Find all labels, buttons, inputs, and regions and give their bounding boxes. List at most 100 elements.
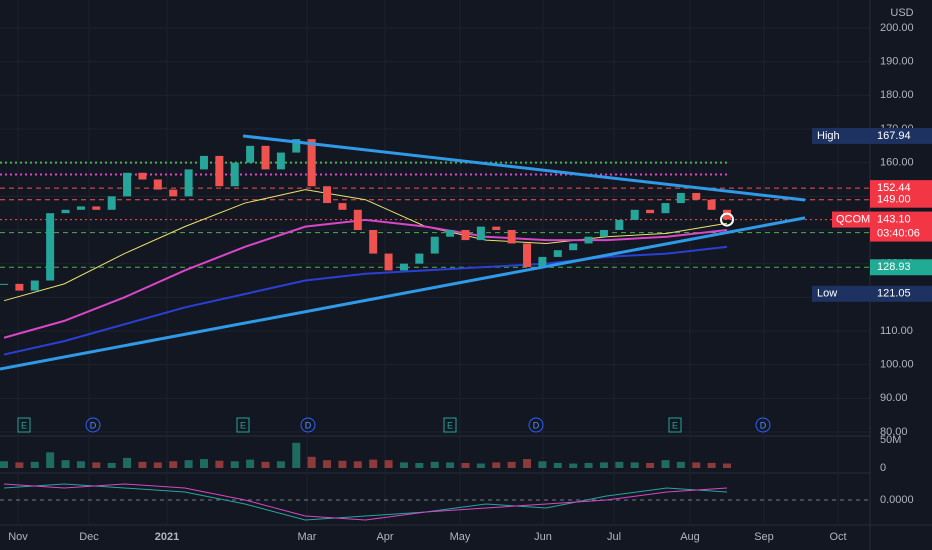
volume-bar bbox=[430, 461, 439, 468]
trendline bbox=[0, 216, 806, 371]
candle bbox=[399, 263, 408, 271]
volume-bar bbox=[446, 462, 455, 468]
volume-bar bbox=[261, 461, 270, 468]
oscillator-line bbox=[3, 483, 728, 521]
event-badge bbox=[17, 417, 31, 433]
volume-bar bbox=[476, 463, 485, 468]
candle bbox=[415, 253, 424, 264]
volume-bar bbox=[246, 459, 255, 468]
oscillator-line bbox=[3, 483, 728, 521]
candle bbox=[307, 139, 316, 187]
volume-bar bbox=[661, 460, 670, 468]
volume-bar bbox=[584, 462, 593, 468]
volume-bar bbox=[553, 462, 562, 468]
countdown: 03:40:06 bbox=[877, 227, 920, 239]
volume-bar bbox=[323, 460, 332, 468]
candle bbox=[723, 209, 731, 220]
price-tag-label: Low bbox=[817, 288, 837, 300]
moving-average bbox=[3, 245, 728, 356]
candle bbox=[138, 172, 147, 180]
volume-bar bbox=[384, 460, 393, 468]
candle bbox=[430, 236, 439, 254]
volume-bar bbox=[61, 460, 70, 468]
volume-bar bbox=[599, 462, 608, 468]
price-tag-value: 128.93 bbox=[877, 261, 911, 273]
event-letter: D bbox=[760, 420, 767, 430]
candle bbox=[461, 230, 470, 241]
time-label: Sep bbox=[754, 531, 774, 543]
candle bbox=[246, 145, 255, 163]
volume-bar bbox=[538, 461, 547, 468]
candle bbox=[492, 226, 501, 230]
candle bbox=[353, 209, 362, 230]
candle bbox=[107, 196, 116, 210]
volume-bar bbox=[646, 462, 655, 468]
candle bbox=[292, 139, 301, 153]
candle bbox=[384, 253, 393, 271]
volume-bar bbox=[138, 461, 147, 468]
event-badge bbox=[443, 417, 457, 433]
volume-bar bbox=[199, 459, 208, 468]
volume-bar bbox=[707, 462, 716, 468]
last-price-tag bbox=[870, 211, 932, 242]
price-tag bbox=[812, 127, 932, 144]
price-tick-label: 190.00 bbox=[880, 56, 914, 68]
time-label: Jul bbox=[607, 531, 621, 543]
candle bbox=[523, 243, 532, 268]
last-price-marker bbox=[720, 212, 734, 227]
volume-bar bbox=[569, 463, 578, 468]
event-letter: D bbox=[90, 420, 97, 430]
volume-bar bbox=[30, 461, 39, 468]
candle bbox=[569, 243, 578, 251]
volume-bar bbox=[692, 462, 701, 468]
time-label: Dec bbox=[79, 531, 99, 543]
volume-bar bbox=[353, 461, 362, 468]
candle bbox=[507, 230, 516, 244]
event-letter: E bbox=[21, 420, 27, 430]
moving-average bbox=[3, 218, 728, 339]
candle bbox=[261, 145, 270, 170]
candle bbox=[707, 199, 716, 210]
price-tag-value: 167.94 bbox=[877, 130, 911, 142]
price-tag bbox=[870, 259, 932, 276]
time-label: 2021 bbox=[155, 531, 179, 543]
volume-bar bbox=[230, 461, 239, 468]
price-tag-value: 152.44 bbox=[877, 182, 911, 194]
time-label: Oct bbox=[829, 531, 846, 543]
volume-bar bbox=[153, 462, 162, 468]
event-letter: D bbox=[305, 420, 312, 430]
event-letter: D bbox=[533, 420, 540, 430]
volume-bar bbox=[169, 461, 178, 468]
candle bbox=[153, 179, 162, 190]
candle bbox=[46, 213, 55, 281]
candle bbox=[92, 206, 101, 210]
volume-bar bbox=[723, 463, 731, 468]
trendline bbox=[242, 134, 806, 202]
candle bbox=[476, 226, 485, 241]
candle bbox=[369, 230, 378, 254]
candle bbox=[584, 236, 593, 244]
candle bbox=[599, 230, 608, 237]
candle bbox=[184, 169, 193, 197]
volume-axis-label: 50M bbox=[880, 434, 901, 446]
volume-bar bbox=[399, 462, 408, 468]
candle bbox=[323, 186, 332, 204]
price-tick-label: 80.00 bbox=[880, 426, 908, 438]
candle bbox=[76, 206, 85, 210]
candle bbox=[215, 155, 224, 187]
candle bbox=[169, 189, 178, 197]
candle bbox=[661, 203, 670, 214]
last-price: 143.10 bbox=[877, 213, 911, 225]
volume-bar bbox=[615, 461, 624, 468]
candle bbox=[538, 256, 547, 268]
price-tag-value: 121.05 bbox=[877, 288, 911, 300]
time-label: Nov bbox=[8, 531, 28, 543]
volume-bar bbox=[461, 462, 470, 468]
price-tag-label: High bbox=[817, 130, 840, 142]
time-label: Mar bbox=[298, 531, 317, 543]
price-tick-label: 160.00 bbox=[880, 157, 914, 169]
price-tag bbox=[812, 285, 932, 302]
oscillator-zero-label: 0.0000 bbox=[880, 494, 914, 506]
